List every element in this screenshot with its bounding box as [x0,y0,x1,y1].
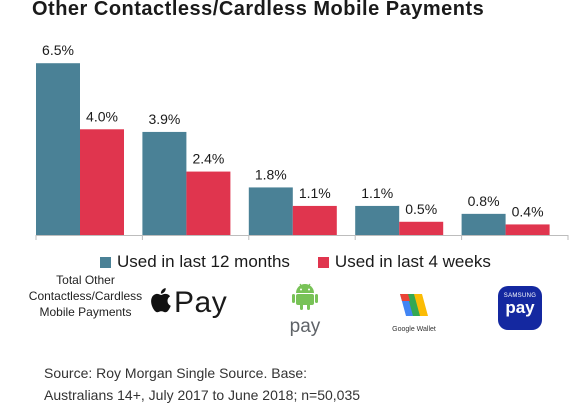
bar-4-weeks-4 [505,224,550,235]
apple-icon [148,286,172,320]
google-wallet-icon [400,294,428,316]
bar-12-months-2 [248,187,293,235]
legend-item-12-months: Used in last 12 months [100,252,290,272]
legend-swatch-4-weeks [317,256,329,268]
android-pay-text: pay [289,316,321,337]
google-wallet-text: Google Wallet [392,326,436,333]
data-label-4-weeks-3: 0.5% [405,201,437,217]
source-line-1: Source: Roy Morgan Single Source. Base: [44,365,308,381]
android-icon [292,283,318,310]
data-label-4-weeks-2: 1.1% [299,185,331,201]
apple-pay-text: Pay [174,286,228,319]
bar-4-weeks-1 [186,171,231,235]
data-label-4-weeks-1: 2.4% [192,151,224,167]
data-label-4-weeks-0: 4.0% [86,108,118,124]
source-note: Source: Roy Morgan Single Source. Base: … [44,362,360,406]
category-label-total: Total Other Contactless/Cardless Mobile … [28,273,143,319]
legend-label-4-weeks: Used in last 4 weeks [334,252,491,271]
legend-item-4-weeks: Used in last 4 weeks [317,252,491,272]
google-wallet-logo: Google Wallet [384,290,444,333]
legend: Used in last 12 months Used in last 4 we… [100,252,519,272]
bar-12-months-0 [36,63,80,235]
bar-4-weeks-0 [80,129,124,235]
data-label-12-months-0: 6.5% [42,42,74,58]
bar-4-weeks-2 [292,205,337,235]
samsung-pay-text: pay [505,298,535,317]
bar-12-months-3 [355,205,400,235]
data-label-12-months-3: 1.1% [361,185,393,201]
legend-swatch-12-months [100,256,111,268]
chart-title: Other Contactless/Cardless Mobile Paymen… [32,0,485,20]
data-label-4-weeks-4: 0.4% [512,203,544,219]
samsung-pay-logo: SAMSUNG pay [498,286,542,330]
samsung-brand-text: SAMSUNG [503,293,537,299]
bar-12-months-4 [461,213,506,235]
apple-pay-logo: Pay [148,286,227,320]
android-pay-logo: pay [284,282,326,338]
legend-label-12-months: Used in last 12 months [117,252,290,271]
bar-chart: 6.5% 4.0% 3.9% 2.4% 1.8% 1.1% 1.1% 0.5% 0.8% 0.4% [35,42,569,240]
bar-4-weeks-3 [399,221,444,235]
source-line-2: Australians 14+, July 2017 to June 2018;… [44,387,361,403]
data-label-12-months-2: 1.8% [255,166,287,182]
data-label-12-months-4: 0.8% [468,193,500,209]
data-label-12-months-1: 3.9% [148,111,180,127]
bar-12-months-1 [142,131,187,235]
